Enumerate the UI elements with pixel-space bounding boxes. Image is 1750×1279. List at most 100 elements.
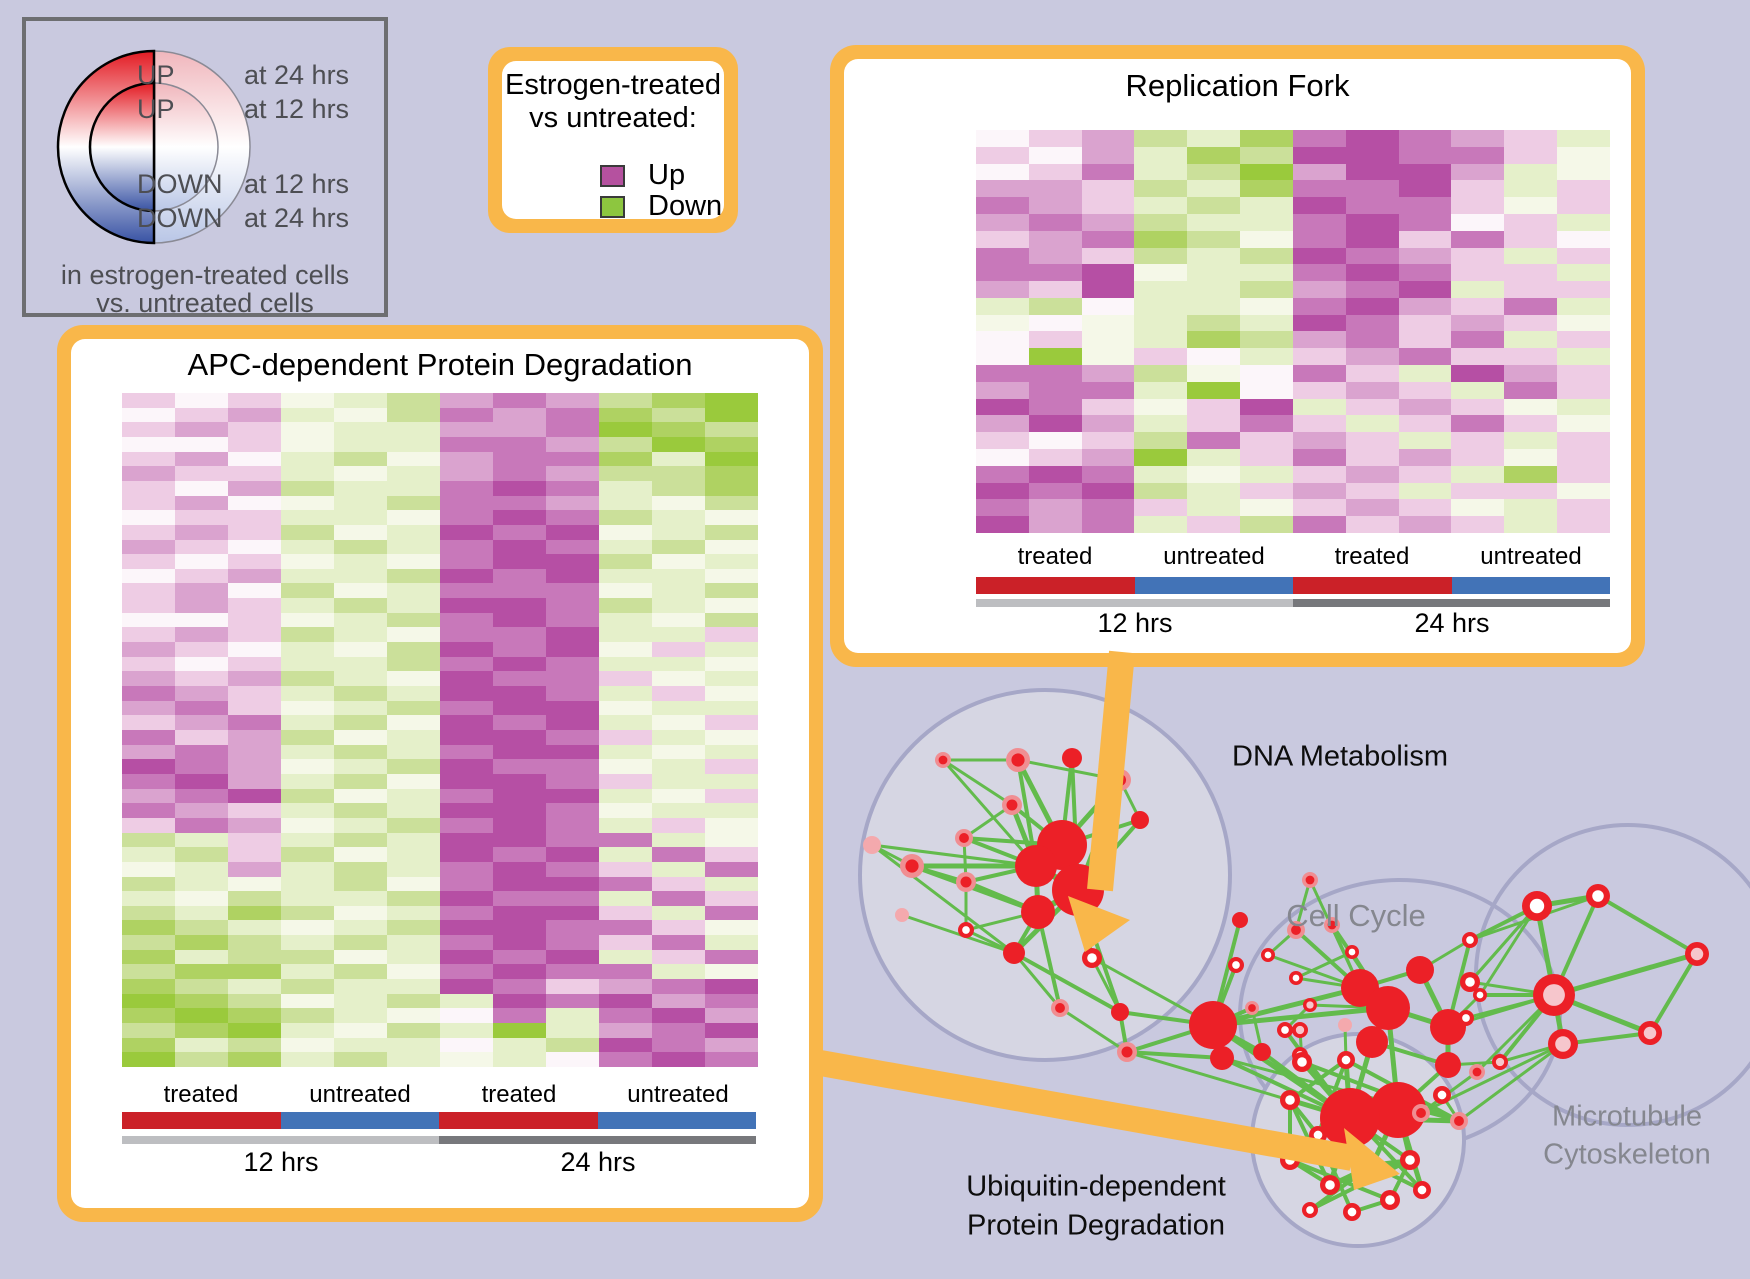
heatmap-cell [493, 1023, 546, 1038]
heatmap-cell [546, 759, 599, 774]
heatmap-cell [705, 920, 758, 936]
heatmap-cell [1451, 163, 1505, 181]
heatmap-cell [652, 436, 705, 452]
heatmap-cell [440, 422, 493, 437]
heatmap-cell [228, 949, 281, 965]
network-edge [1119, 1010, 1214, 1027]
heatmap-cell [1134, 197, 1188, 214]
heatmap-cell [1134, 146, 1188, 164]
heatmap-cell [1134, 281, 1188, 298]
heatmap-cell [493, 715, 546, 730]
heatmap-cell [440, 979, 493, 994]
heatmap-cell [493, 788, 546, 804]
heatmap-cell [1240, 180, 1293, 198]
heatmap-cell [976, 465, 1029, 483]
heatmap-cell [1081, 365, 1135, 382]
heatmap-cell [1451, 264, 1505, 282]
network-edge [1283, 1028, 1352, 1120]
network-node [1533, 974, 1575, 1016]
heatmap-cell [493, 935, 546, 950]
heatmap-cell [122, 847, 175, 862]
network-node [1109, 769, 1131, 791]
heatmap-cell [387, 583, 440, 599]
heatmap-cell [705, 1008, 758, 1024]
heatmap-cell [652, 1023, 705, 1038]
heatmap-cell [652, 568, 705, 584]
up-swatch-label: Up [648, 159, 686, 191]
heatmap-cell [281, 817, 334, 833]
cluster-label-microtubule-line1: Microtubule [1552, 1100, 1702, 1133]
heatmap-cell [652, 803, 705, 818]
heatmap-cell [705, 436, 758, 452]
heatmap-cell [546, 422, 599, 437]
heatmap-cell [122, 788, 175, 804]
network-edge [1211, 919, 1242, 1026]
heatmap-cell [175, 847, 228, 862]
heatmap-cell [122, 510, 175, 525]
heatmap-cell [281, 451, 334, 467]
heatmap-cell [122, 803, 175, 818]
heatmap-cell [599, 759, 652, 774]
network-node [1337, 1051, 1355, 1069]
heatmap-cell [546, 466, 599, 481]
network-node [900, 854, 924, 878]
cluster-label-dna-metabolism: DNA Metabolism [1232, 740, 1448, 773]
network-node-core [1495, 1057, 1505, 1067]
heatmap-cell [1451, 230, 1505, 248]
network-edge [1210, 1024, 1225, 1059]
network-edge [1013, 951, 1121, 1014]
heatmap-cell [705, 1052, 758, 1067]
heatmap-cell [1028, 230, 1082, 248]
heatmap-cell [440, 407, 493, 423]
heatmap-cell [1504, 381, 1558, 399]
heatmap-cell [546, 700, 599, 716]
heatmap-cell [1187, 449, 1241, 466]
heatmap-cell [1292, 281, 1346, 298]
network-edge [1417, 968, 1451, 1029]
heatmap-cell [122, 891, 175, 906]
heatmap-cell [652, 554, 705, 569]
heatmap-cell [1451, 432, 1505, 450]
color-key-inner [502, 61, 724, 219]
heatmap-cell [440, 715, 493, 730]
heatmap-cell [705, 832, 758, 848]
heatmap-cell [1398, 264, 1452, 282]
heatmap-cell [1292, 432, 1346, 450]
heatmap-cell [1557, 146, 1610, 164]
heatmap-cell [976, 281, 1029, 298]
network-node [1469, 1064, 1485, 1080]
heatmap-cell [1240, 482, 1293, 500]
heatmap-cell [1187, 163, 1241, 181]
network-edge [1347, 1041, 1375, 1119]
arrow-apc-to-ubiquitin-head [1344, 1128, 1400, 1190]
heatmap-cell [652, 730, 705, 745]
heatmap-cell [546, 964, 599, 980]
heatmap-cell [1187, 180, 1241, 198]
network-edge [1289, 1158, 1391, 1202]
heatmap-cell [440, 730, 493, 745]
heatmap-cell [1504, 449, 1558, 466]
heatmap-cell [546, 744, 599, 760]
heatmap-cell [1081, 247, 1135, 265]
heatmap-cell [440, 393, 493, 408]
heatmap-cell [652, 642, 705, 657]
heatmap-cell [1292, 146, 1346, 164]
heatmap-cell [1451, 449, 1505, 466]
heatmap-cell [175, 539, 228, 555]
heatmap-cell [1504, 247, 1558, 265]
heatmap-cell [1187, 314, 1241, 332]
heatmap-cell [1187, 130, 1241, 147]
heatmap-cell [1134, 365, 1188, 382]
cluster-circle-dna-metabolism [858, 688, 1232, 1062]
heatmap-cell [387, 817, 440, 833]
heatmap-cell [1451, 348, 1505, 366]
heatmap-cell [334, 920, 387, 936]
heatmap-cell [652, 993, 705, 1009]
network-edge [1211, 1022, 1352, 1121]
rf-bar-12hrs [976, 599, 1293, 607]
heatmap-cell [175, 686, 228, 701]
heatmap-cell [175, 422, 228, 437]
color-key-box: Estrogen-treated vs untreated: Up Down [488, 47, 738, 233]
heatmap-cell [1134, 381, 1188, 399]
network-edge [1211, 964, 1238, 1026]
